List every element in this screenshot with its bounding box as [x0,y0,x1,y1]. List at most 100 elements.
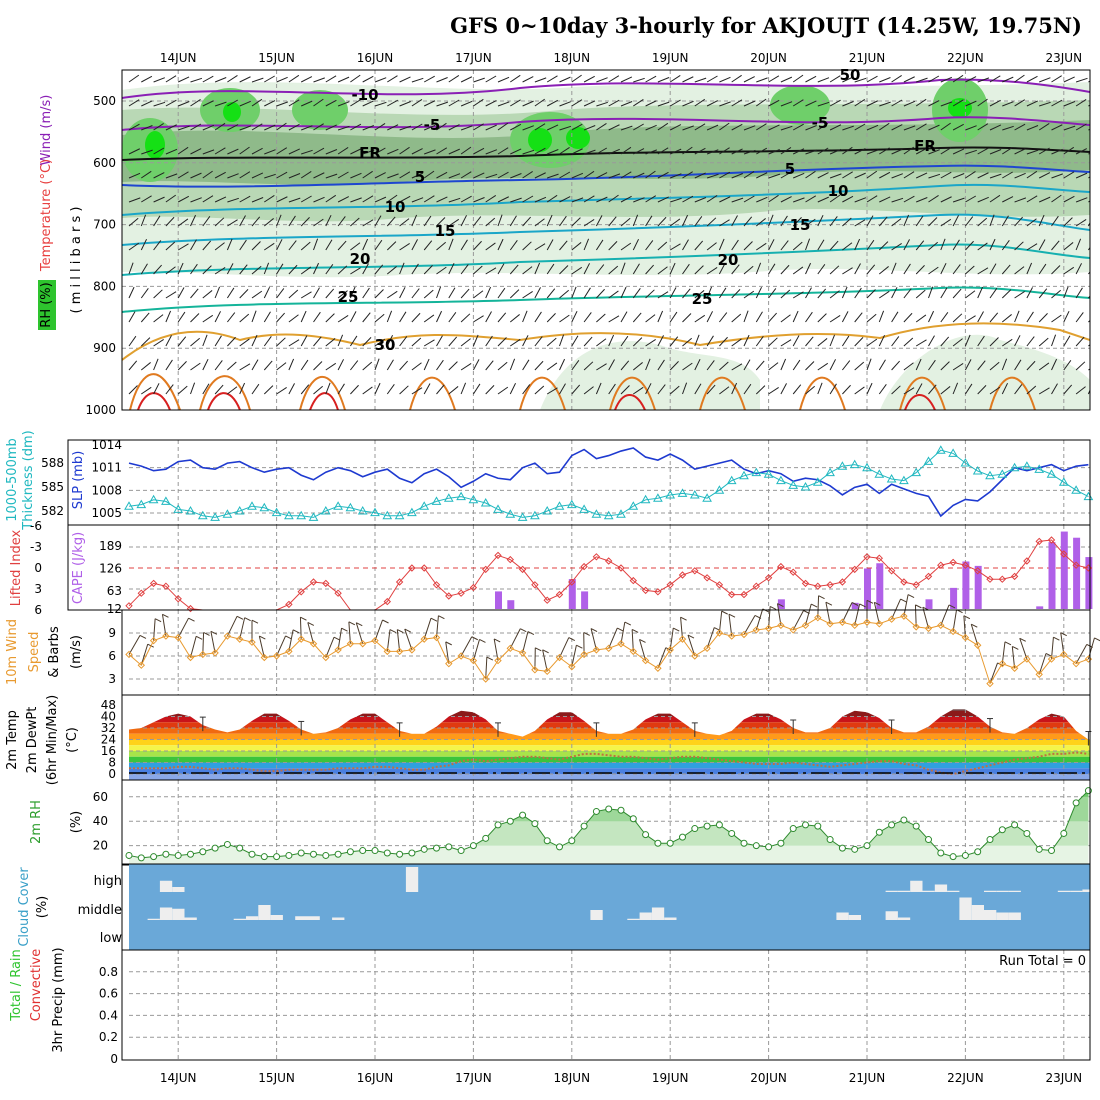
wind-barb [263,335,272,347]
wind-barb [239,239,247,251]
wind-barb [559,125,572,131]
wind-barb [460,264,469,275]
lifted-index-point [998,575,1007,583]
wind-barb [473,98,484,107]
wind-barb [841,335,850,347]
wind-barb [374,147,386,155]
wind-barb [682,100,694,107]
wind-barb [460,76,473,83]
thickness-point [333,501,343,510]
wind-barb [411,312,421,323]
wind-barb [965,125,977,131]
cloud-bar [984,910,997,920]
wind10-point [186,653,195,662]
temp-band [129,762,1090,769]
wind10-point [383,647,392,656]
wind-barb [817,239,825,251]
wind-barb [313,385,324,395]
wind-barb [669,287,677,299]
wind-barb [559,240,568,251]
lifted-index-point [432,581,441,589]
thickness-point [603,510,614,520]
wind-barb [928,335,935,347]
rh-point [728,829,736,837]
wind-barb [928,266,939,275]
wind-barb [731,264,740,275]
wind-barb [657,77,670,83]
wind-barb [903,146,915,155]
wind-barb [780,196,792,203]
wind10-point [629,647,638,656]
wind-barb [645,170,656,179]
wind-barb [620,101,633,107]
thickness-point [517,512,528,521]
thickness-point [505,509,516,518]
rh-point [371,847,379,855]
wind-barb [1075,148,1088,155]
wind-barb [817,196,829,203]
wind-barb [436,266,447,275]
wind-barb [387,124,399,131]
wind10-point [285,647,293,656]
wind-barb [1038,263,1047,275]
lifted-index-point [580,562,588,571]
wind-barb [879,101,891,107]
wind-barb [251,172,264,179]
wind10-barb-flag [866,599,874,604]
wind-barb [952,239,960,251]
wind-barb [263,262,270,275]
wind-barb [301,149,313,155]
cloud-bar [1082,889,1090,892]
wind10-point [555,653,564,662]
wind-barb [583,195,595,203]
wind-barb [386,241,397,251]
wind-barb [288,173,301,179]
wind-barb [1039,101,1051,107]
thickness-point [234,505,245,515]
dewpoint-series [129,751,1089,776]
wind-barb [940,147,952,155]
wind-barb [1026,125,1039,131]
wind10-point [949,627,957,636]
wind-barb [546,194,558,203]
wind-barb [522,149,535,155]
wind-barb [718,238,725,251]
wind-barb [595,239,604,251]
wind-barb [694,383,702,395]
wind-barb [743,216,753,227]
wind10-point [346,640,355,648]
wind-barb [694,123,706,131]
wind-barb [792,266,804,275]
cloud-bar [885,911,898,920]
wind-barb [842,384,851,395]
contour-label: 5 [415,168,425,186]
cloud-bar [996,912,1009,920]
wind-barb [706,360,715,371]
slp-line [128,447,1089,518]
wind10-barb [396,629,401,652]
wind-barb [362,287,370,299]
cloud-bar [590,910,603,920]
wind10-barb-flag [568,637,576,642]
wind-barb [362,170,373,179]
wind10-barb [1011,646,1016,669]
wind-barb [719,312,728,323]
wind-barb [620,286,627,299]
cape-bar [777,599,785,609]
wind10-barb-flag [631,628,639,633]
wind-barb [386,266,397,275]
wind-barb [768,99,780,107]
wind-barb [952,148,965,155]
rh-point [789,825,797,833]
wind-barb [1001,382,1009,395]
lifted-index-point [1072,561,1080,569]
thickness-point [284,510,294,520]
thickness-point [197,510,208,520]
wind-barb [583,100,596,107]
wind-barb [743,310,749,323]
pressure-tick: 900 [93,341,116,355]
wind10-barb-flag [348,621,356,626]
wind-barb [436,335,443,347]
wind-barb [608,124,620,131]
